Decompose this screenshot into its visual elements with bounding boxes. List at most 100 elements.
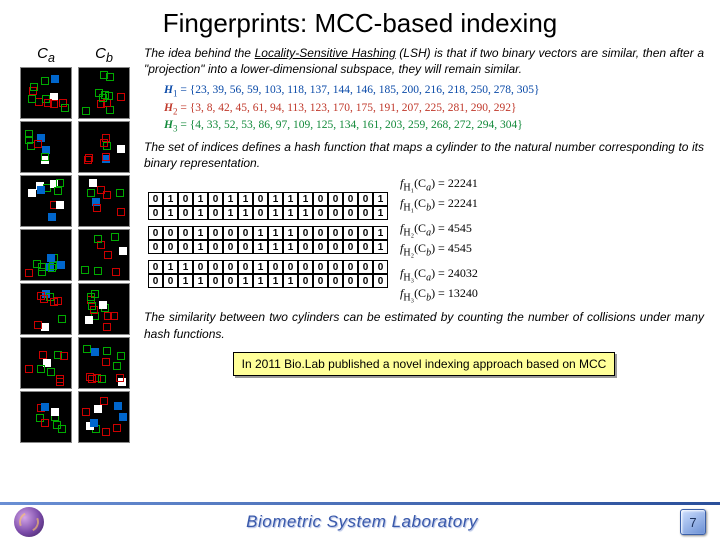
binary-cell: 0 [313,192,328,206]
binary-row: 0011001111000000 [148,274,388,288]
binary-cell: 0 [268,260,283,274]
fingerprint-cell [78,67,130,119]
marker-square [98,375,106,383]
binary-cell: 0 [163,226,178,240]
hash-result-line: fH₂(Cb) = 4545 [400,240,478,260]
binary-cell: 1 [268,206,283,220]
marker-square [100,71,108,79]
binary-cell: 1 [373,192,388,206]
binary-cell: 0 [208,192,223,206]
marker-square [119,247,127,255]
marker-square [94,405,102,413]
marker-square [41,323,49,331]
marker-square [47,368,55,376]
binary-cell: 0 [358,226,373,240]
binary-cell: 0 [148,260,163,274]
binary-cell: 0 [208,274,223,288]
marker-square [99,301,107,309]
binary-cell: 1 [283,240,298,254]
banner-wrap: In 2011 Bio.Lab published a novel indexi… [144,346,704,376]
paragraph-1: The idea behind the Locality-Sensitive H… [144,45,704,77]
binary-cell: 0 [298,274,313,288]
binary-pair: 01100001000000000011001111000000 [148,260,388,288]
binary-cell: 0 [163,240,178,254]
marker-square [91,348,99,356]
binary-cell: 0 [148,240,163,254]
fingerprint-cell [78,175,130,227]
binary-cell: 0 [178,192,193,206]
col-header-cb: Cb [78,45,130,65]
marker-square [85,316,93,324]
binary-cell: 0 [343,226,358,240]
binary-cell: 0 [328,260,343,274]
binary-cell: 0 [343,240,358,254]
binary-cell: 0 [373,274,388,288]
binary-cell: 0 [373,260,388,274]
hash-result-line: fH₂(Ca) = 4545 [400,220,478,240]
footer-divider [0,502,720,505]
binary-cell: 1 [193,206,208,220]
fingerprint-cell [20,175,72,227]
marker-square [102,153,110,161]
binary-cell: 1 [283,206,298,220]
binary-cell: 1 [238,192,253,206]
fingerprint-cell [20,283,72,335]
binary-cell: 0 [343,274,358,288]
cell-row [16,175,134,227]
binary-cell: 1 [193,240,208,254]
binary-row: 0001000111000001 [148,226,388,240]
marker-square [103,323,111,331]
fingerprint-cell [78,283,130,335]
marker-square [102,428,110,436]
marker-square [88,302,96,310]
binary-cell: 1 [298,192,313,206]
footer: Biometric System Laboratory 7 [0,502,720,540]
binary-cell: 1 [268,226,283,240]
cell-column: Ca Cb [16,45,134,485]
marker-square [87,189,95,197]
binary-cell: 1 [193,226,208,240]
marker-square [57,261,65,269]
fingerprint-cell [20,391,72,443]
hash-result-line: fH₁(Cb) = 22241 [400,195,478,215]
cell-row [16,283,134,335]
marker-square [41,153,49,161]
marker-square [105,92,113,100]
marker-square [110,312,118,320]
col-header-ca: Ca [20,45,72,65]
page-number: 7 [680,509,706,535]
binary-cell: 0 [193,260,208,274]
binary-cell: 0 [328,274,343,288]
binary-cell: 0 [238,260,253,274]
binary-cell: 1 [253,240,268,254]
hashset-h1: H1 = {23, 39, 56, 59, 103, 118, 137, 144… [164,83,704,99]
marker-square [28,95,36,103]
binary-cell: 0 [328,192,343,206]
binary-cell: 1 [373,240,388,254]
binary-cell: 1 [163,260,178,274]
binary-cell: 0 [238,240,253,254]
marker-square [117,208,125,216]
binary-cell: 0 [223,226,238,240]
marker-square [87,293,95,301]
marker-square [34,321,42,329]
marker-square [38,268,46,276]
marker-square [56,375,64,383]
marker-square [103,347,111,355]
binary-cell: 1 [373,206,388,220]
binary-cell: 0 [358,260,373,274]
marker-square [41,419,49,427]
marker-square [51,75,59,83]
hashset-h2: H2 = {3, 8, 42, 45, 61, 94, 113, 123, 17… [164,101,704,117]
paragraph-3: The similarity between two cylinders can… [144,309,704,341]
marker-square [94,267,102,275]
cell-row [16,229,134,281]
fingerprint-cell [78,391,130,443]
binary-cell: 0 [253,192,268,206]
slide: Fingerprints: MCC-based indexing Ca Cb T… [0,0,720,540]
binary-cell: 0 [283,260,298,274]
binary-cell: 0 [208,206,223,220]
binary-cell: 1 [283,226,298,240]
binary-cell: 0 [148,192,163,206]
binary-cell: 0 [313,206,328,220]
